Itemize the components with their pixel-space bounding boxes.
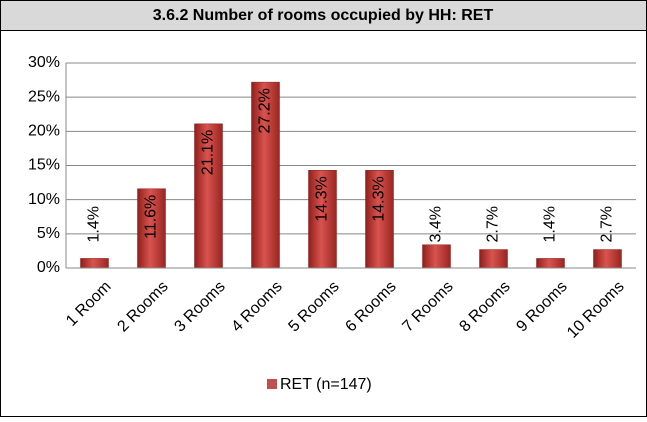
bar <box>365 170 394 269</box>
legend-label: RET (n=147) <box>280 376 372 393</box>
bar <box>137 188 166 269</box>
bar <box>422 244 451 269</box>
y-tick-label: 10% <box>28 191 60 208</box>
data-label: 27.2% <box>257 88 274 133</box>
y-tick-label: 30% <box>28 54 60 71</box>
bar <box>251 81 280 269</box>
bar <box>80 258 109 269</box>
title-bar <box>0 0 647 31</box>
data-label: 11.6% <box>143 195 160 239</box>
y-tick-label: 15% <box>28 157 60 174</box>
data-label: 3.4% <box>428 206 445 242</box>
bar <box>479 249 508 269</box>
data-label: 2.7% <box>599 206 616 242</box>
chart-title: 3.6.2 Number of rooms occupied by HH: RE… <box>153 7 494 24</box>
data-label: 1.4% <box>542 206 559 242</box>
legend-swatch <box>267 379 277 389</box>
y-tick-label: 25% <box>28 88 60 105</box>
data-label: 2.7% <box>485 206 502 242</box>
data-label: 14.3% <box>314 176 331 221</box>
data-label: 1.4% <box>86 206 103 242</box>
data-label: 21.1% <box>200 130 217 175</box>
y-tick-label: 5% <box>37 225 60 242</box>
bar <box>536 258 565 269</box>
y-tick-label: 0% <box>37 259 60 276</box>
bar <box>308 170 337 269</box>
bar <box>593 249 622 269</box>
y-tick-label: 20% <box>28 123 60 140</box>
bar <box>194 123 223 269</box>
data-label: 14.3% <box>371 176 388 221</box>
